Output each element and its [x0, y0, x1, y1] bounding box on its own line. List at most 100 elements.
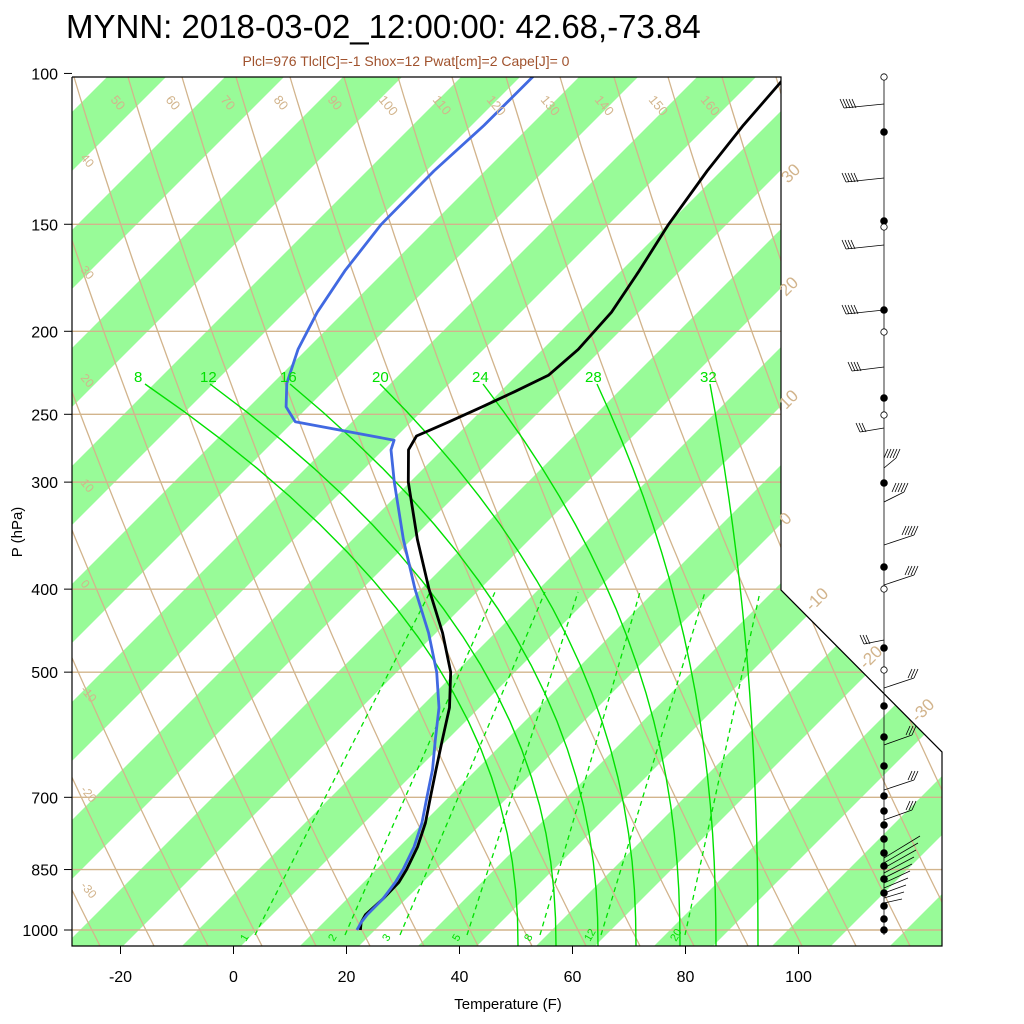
wind-barb-flag	[861, 422, 867, 433]
y-tick-label: 250	[31, 407, 58, 424]
dry-adiabat-line	[493, 77, 873, 946]
wind-barb-flag	[894, 482, 900, 493]
dry-adiabat-line	[385, 77, 765, 946]
wind-barb-flag	[900, 482, 906, 493]
wind-level-dot	[880, 862, 888, 870]
dry-adiabat-line	[547, 77, 927, 946]
mixing-ratio-label: 16	[280, 369, 297, 386]
y-tick-label: 150	[31, 217, 58, 234]
wind-barb	[883, 891, 905, 899]
wind-barb-flag	[850, 361, 856, 372]
wind-barb	[883, 734, 913, 746]
x-tick-label: 80	[677, 969, 695, 986]
wind-barb	[883, 842, 919, 864]
wind-barb-flag	[913, 565, 919, 576]
y-tick-label: 200	[31, 324, 58, 341]
wind-barb-flag	[851, 98, 857, 109]
mixing-ratio-dashed-label: 2	[326, 932, 339, 943]
mixing-ratio-line	[596, 383, 717, 946]
mixing-ratio-dashed-line	[254, 591, 431, 936]
isotherm-band	[72, 77, 599, 946]
wind-barb-flag	[907, 668, 913, 679]
wind-level-open-dot	[880, 411, 888, 419]
wind-barb	[843, 103, 885, 109]
wind-barb-flag	[847, 304, 853, 315]
wind-barb	[845, 309, 885, 315]
wind-barb-flag	[907, 525, 913, 536]
wind-barb	[845, 244, 885, 250]
wind-barb-flag	[910, 770, 916, 781]
wind-barb-flag	[901, 525, 907, 536]
wind-barb	[883, 779, 915, 791]
x-tick-label: 100	[785, 969, 812, 986]
wind-barb-flag	[847, 172, 853, 183]
dry-adiabat-line	[72, 77, 171, 946]
wind-barb-flag	[853, 361, 859, 372]
dry-adiabat-line	[169, 77, 549, 946]
wind-barb-flag	[841, 304, 847, 315]
wind-barb-flag	[847, 361, 853, 372]
wind-barb-flag	[844, 304, 850, 315]
wind-barb	[883, 835, 921, 859]
wind-barb-flag	[903, 482, 909, 493]
wind-barb-flag	[865, 634, 871, 645]
wind-barb	[883, 574, 915, 586]
wind-barb-flag	[844, 239, 850, 250]
y-tick-label: 700	[31, 790, 58, 807]
wind-barb-flag	[905, 725, 911, 736]
isotherm-band	[502, 77, 942, 946]
chart-title: MYNN: 2018-03-02_12:00:00: 42.68,-73.84	[66, 8, 701, 45]
wind-barb	[845, 177, 885, 183]
y-tick-label: 850	[31, 863, 58, 880]
mixing-ratio-line	[709, 383, 759, 946]
wind-barb-flag	[910, 525, 916, 536]
mixing-ratio-line	[209, 383, 557, 946]
isotherm-band	[72, 77, 363, 946]
wind-barb-flag	[913, 770, 919, 781]
dry-adiabat-line	[223, 77, 603, 946]
wind-barb-flag	[856, 361, 862, 372]
chart-subtitle: Plcl=976 Tlcl[C]=-1 Shox=12 Pwat[cm]=2 C…	[242, 53, 570, 69]
mixing-ratio-dashed-line	[684, 591, 761, 936]
wind-barb-flag	[889, 448, 895, 459]
x-tick-label: 40	[451, 969, 469, 986]
wind-barb-flag	[855, 422, 861, 433]
dry-adiabat-line	[331, 77, 711, 946]
wind-barb-flag	[850, 239, 856, 250]
x-tick-label: -20	[109, 969, 132, 986]
wind-level-dot	[880, 915, 888, 923]
wind-barb-flag	[842, 98, 848, 109]
wind-barb-flag	[862, 634, 868, 645]
wind-barb	[883, 534, 915, 546]
wind-barb-flag	[904, 565, 910, 576]
wind-barb-flag	[913, 668, 919, 679]
y-tick-label: 1000	[22, 923, 58, 940]
wind-level-dot	[880, 849, 888, 857]
isotherm-label: -10	[801, 584, 832, 615]
wind-barb	[883, 863, 913, 879]
wind-barb-flag	[913, 525, 919, 536]
wind-level-dot	[880, 926, 888, 934]
wind-level-open-dot	[880, 666, 888, 674]
wind-barb-flag	[911, 725, 917, 736]
mixing-ratio-dashed-label: 3	[380, 932, 393, 943]
mixing-ratio-line	[482, 383, 681, 946]
mixing-ratio-dashed-label: 8	[522, 932, 535, 943]
wind-level-dot	[880, 217, 888, 225]
wind-barb	[883, 849, 917, 869]
y-tick-label: 500	[31, 665, 58, 682]
wind-barb-flag	[895, 448, 901, 459]
wind-barb-flag	[841, 172, 847, 183]
wind-level-open-dot	[880, 585, 888, 593]
mixing-ratio-line	[289, 383, 599, 946]
dry-adiabat-line	[115, 77, 495, 946]
wind-barb-flag	[910, 565, 916, 576]
wind-barb-flag	[848, 98, 854, 109]
wind-level-dot	[880, 563, 888, 571]
mixing-ratio-dashed-line	[539, 591, 641, 936]
mixing-ratio-line	[144, 383, 519, 946]
theta-label-left: -30	[78, 879, 100, 902]
dry-adiabat-line	[72, 77, 441, 946]
mixing-ratio-line	[379, 383, 637, 946]
dry-adiabat-line	[980, 37, 1024, 977]
